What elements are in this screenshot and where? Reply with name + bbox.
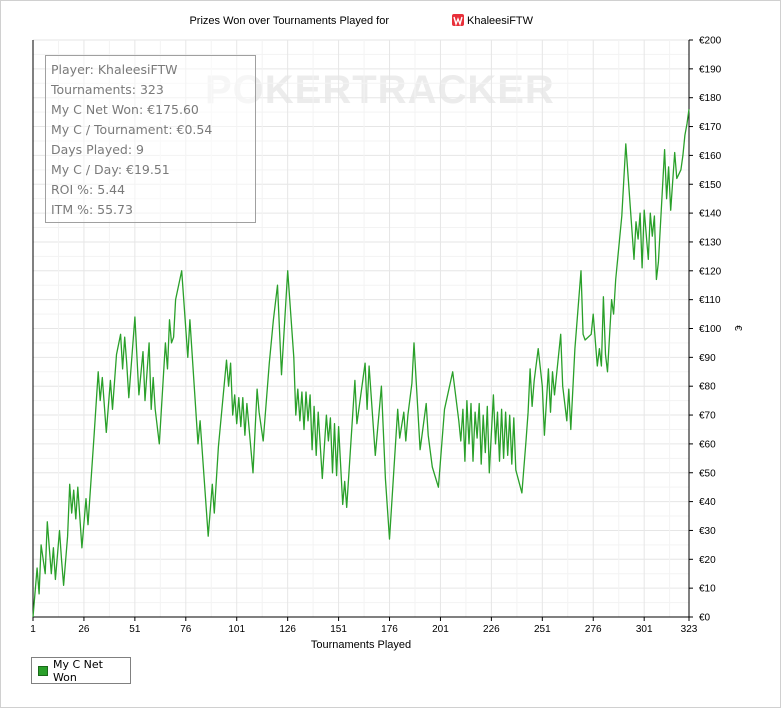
y-tick-label: €170 [699, 122, 722, 133]
stat-player: Player: KhaleesiFTW [51, 62, 178, 77]
legend: My C Net Won [31, 657, 131, 684]
y-tick-label: €160 [699, 151, 722, 162]
y-tick-label: €60 [699, 439, 716, 450]
x-tick-label: 1 [30, 624, 36, 635]
y-tick-label: €130 [699, 237, 722, 248]
stat-tournaments: Tournaments: 323 [51, 82, 164, 97]
x-tick-label: 276 [585, 624, 602, 635]
y-tick-label: €70 [699, 411, 716, 422]
y-tick-label: €140 [699, 209, 722, 220]
y-tick-labels: €0 €10 €20 €30 €40 €50 €60 €70 €80 €90 €100 €110 €12… [699, 36, 722, 624]
legend-swatch [38, 665, 48, 676]
y-tick-label: €10 [699, 584, 716, 595]
x-tick-label: 26 [78, 624, 90, 635]
y-tick-label: €50 [699, 468, 716, 479]
y-tick-label: €90 [699, 353, 716, 364]
stat-itm: ITM %: 55.73 [51, 202, 133, 217]
y-tick-label: €110 [699, 295, 721, 306]
stat-days-played: Days Played: 9 [51, 142, 144, 157]
x-tick-label: 76 [180, 624, 192, 635]
y-tick-label: €30 [699, 526, 716, 537]
y-tick-label: €100 [699, 324, 722, 335]
x-tick-label: 101 [228, 624, 245, 635]
y-tick-label: €190 [699, 64, 722, 75]
x-tick-label: 251 [534, 624, 551, 635]
y-tick-label: €150 [699, 180, 722, 191]
y-tick-label: €180 [699, 93, 722, 104]
y-tick-label: €120 [699, 266, 722, 277]
x-tick-label: 226 [483, 624, 500, 635]
y-tick-label: €20 [699, 555, 716, 566]
series-group [32, 109, 690, 618]
y-tick-label: €80 [699, 382, 716, 393]
x-tick-label: 323 [681, 624, 698, 635]
stat-per-day: My C / Day: €19.51 [51, 162, 170, 177]
x-tick-label: 301 [636, 624, 653, 635]
x-tick-label: 201 [432, 624, 449, 635]
watermark: POKERTRACKER [205, 68, 555, 112]
stat-per-tournament: My C / Tournament: €0.54 [51, 122, 213, 137]
y-axis-glyph: € [732, 325, 743, 331]
x-tick-labels: 1 26 51 76 101 126 151 176 201 226 251 276 301 323 [30, 624, 698, 635]
series-line-my-c-net-won [32, 109, 690, 618]
legend-label: My C Net Won [52, 657, 103, 684]
stat-net-won: My C Net Won: €175.60 [51, 102, 199, 117]
y-tick-label: €200 [699, 36, 722, 47]
x-tick-label: 51 [129, 624, 141, 635]
chart-title: Prizes Won over Tournaments Played for [189, 15, 389, 27]
axes [32, 39, 693, 621]
stats-box: Player: KhaleesiFTW Tournaments: 323 My … [45, 55, 256, 223]
x-tick-label: 176 [381, 624, 398, 635]
pokerstars-w-icon [452, 14, 464, 27]
y-tick-label: €40 [699, 497, 716, 508]
x-tick-label: 151 [330, 624, 347, 635]
x-axis-label: Tournaments Played [311, 639, 411, 651]
x-tick-label: 126 [279, 624, 296, 635]
stat-roi: ROI %: 5.44 [51, 182, 126, 197]
chart-title-player: KhaleesiFTW [467, 15, 534, 27]
y-tick-label: €0 [699, 613, 711, 624]
